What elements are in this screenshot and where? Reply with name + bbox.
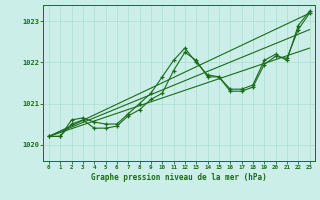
X-axis label: Graphe pression niveau de la mer (hPa): Graphe pression niveau de la mer (hPa) [91,173,267,182]
